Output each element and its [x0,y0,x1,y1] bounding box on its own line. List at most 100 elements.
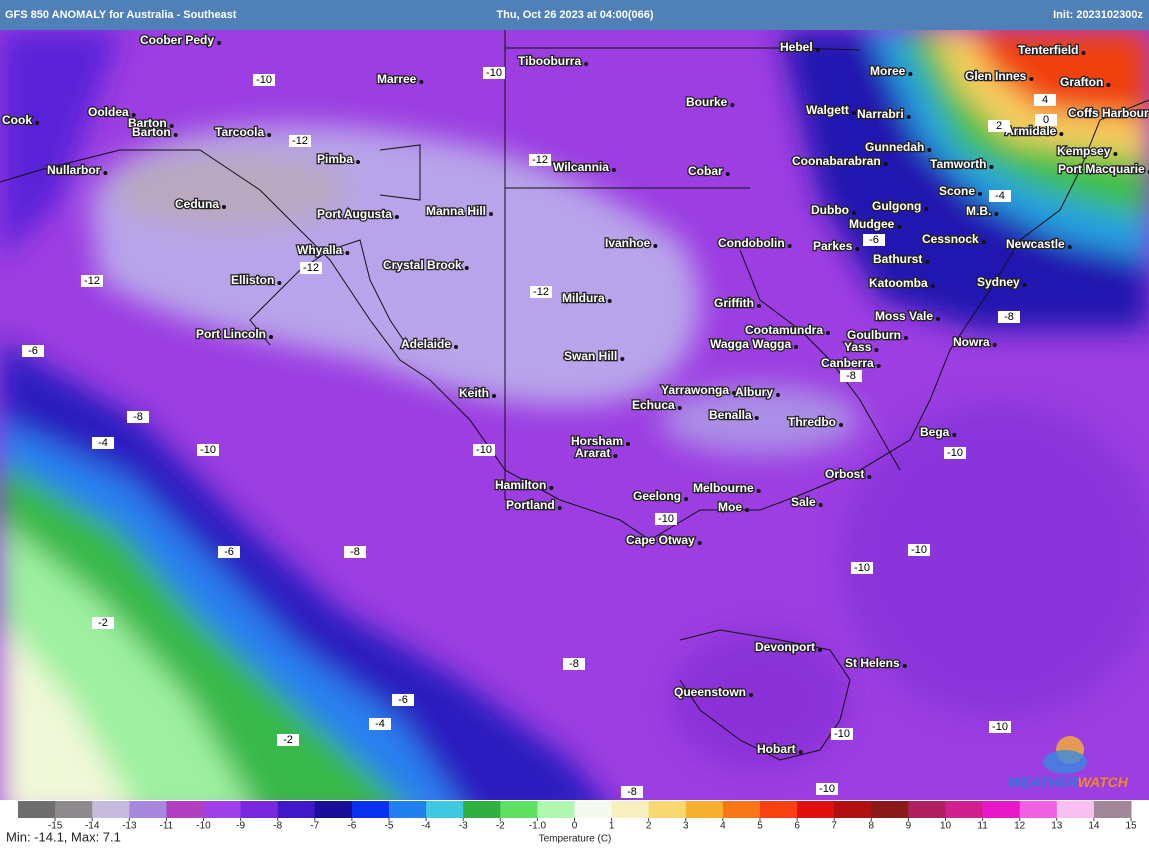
colorbar-tick-label: 11 [977,821,988,832]
contour-label: -10 [819,783,835,795]
map-title: GFS 850 ANOMALY for Australia - Southeas… [5,9,237,21]
place-label: Cook [2,113,32,127]
colorbar-cell [463,801,501,818]
contour-label: -10 [200,444,216,456]
place-dot [222,205,227,209]
place-label: Moree [870,64,906,78]
place-dot [776,393,781,397]
place-label: Orbost [825,467,864,481]
place-label: Thredbo [788,415,836,429]
colorbar-cell [685,801,724,818]
place-dot [818,503,823,507]
place-dot [851,111,856,115]
colorbar-tick-label: -9 [236,821,245,832]
place-label: Goulburn [847,328,901,342]
contour-label-bg [473,444,495,456]
place-label: Crystal Brook [383,258,462,272]
place-dot [277,281,282,285]
place-label: Tenterfield [1018,43,1078,57]
place-dot [549,486,554,490]
colorbar-cell [389,801,427,818]
place-dot [924,207,929,211]
contour-label-bg [81,275,103,287]
place-label: Port Macquarie [1058,162,1145,176]
place-label: Barton [132,125,171,139]
place-label: Keith [459,386,489,400]
place-dot [611,168,616,172]
place-label: Griffith [714,296,754,310]
place-dot [677,406,682,410]
contour-label-bg [253,74,275,86]
contour-label-bg [218,546,240,558]
place-label: Tibooburra [518,54,581,68]
colorbar-cell [537,801,575,818]
contour-label: -12 [303,262,319,274]
place-label: Yarrawonga [661,383,729,397]
place-label: Cobar [688,164,723,178]
colorbar-tick-label: -8 [273,821,282,832]
colorbar-cell [574,801,613,818]
contour-labels: -10 -10 -12 -12 -12 -12 -12 -4 -6 -8 -6 -8 -4 -10 -10 -… [22,67,1057,798]
place-dot [756,489,761,493]
place-label: Walgett [806,103,849,117]
place-dot [725,172,730,176]
colorbar-cell [92,801,130,818]
contour-label-bg [369,718,391,730]
place-label: Ceduna [175,197,219,211]
place-dot [103,171,108,175]
place-label: St Helens [845,656,900,670]
place-dot [749,693,754,697]
place-label: Tamworth [930,157,986,171]
contour-label-bg [989,190,1011,202]
contour-label: -10 [834,728,850,740]
place-label: Coober Pedy [140,33,214,47]
place-label: Albury [735,385,773,399]
place-dot [852,211,856,215]
contour-label: 0 [1043,114,1049,126]
contour-label: -8 [846,370,856,382]
place-label: Nowra [953,335,990,349]
place-label: Armidale [1005,124,1057,138]
contour-label-bg [92,617,114,629]
place-label: Sale [791,495,816,509]
place-dot [981,240,986,244]
contour-label: -10 [658,513,674,525]
place-label: Sydney [977,275,1020,289]
place-dot [839,423,843,427]
place-label: Narrabri [857,107,904,121]
place-dot [1106,83,1111,87]
contour-label: -4 [995,190,1005,202]
contour-label: -8 [627,786,637,798]
place-label: Cessnock [922,232,979,246]
logo-part2: WATCH [1078,774,1129,790]
logo-text: WEATHERWATCH [1008,774,1129,790]
colorbar-tick-label: -4 [422,821,431,832]
colorbar-tick-label: -15 [48,821,63,832]
colorbar-cell [351,801,390,818]
colorbar-tick-label: -13 [122,821,137,832]
place-dot [697,541,702,545]
colorbar-cell [611,801,650,818]
contour-label-bg [851,562,873,574]
contour-label: 2 [996,120,1002,132]
colorbar-tick-label: 1 [609,821,615,832]
place-dot [757,304,761,308]
place-label: Horsham [571,434,623,448]
place-dot [867,475,872,479]
place-label: Grafton [1060,75,1103,89]
place-dot [1022,283,1027,287]
colorbar-cell [55,801,93,818]
place-dot [936,317,941,321]
colorbar-tick-label: 13 [1051,821,1063,832]
place-label: Swan Hill [564,349,617,363]
colorbar-tick-label: 4 [720,821,726,832]
contour-label: -10 [476,444,492,456]
contour-label-bg [998,311,1020,323]
place-labels: Coober Pedy Marree Tibooburra Hebel Moree Gle… [1,32,1149,757]
place-dot [732,391,737,395]
place-label: Geelong [633,489,681,503]
place-label: Dubbo [811,203,849,217]
place-dot [492,394,496,398]
place-dot [992,343,997,347]
contour-label-bg [22,345,44,357]
